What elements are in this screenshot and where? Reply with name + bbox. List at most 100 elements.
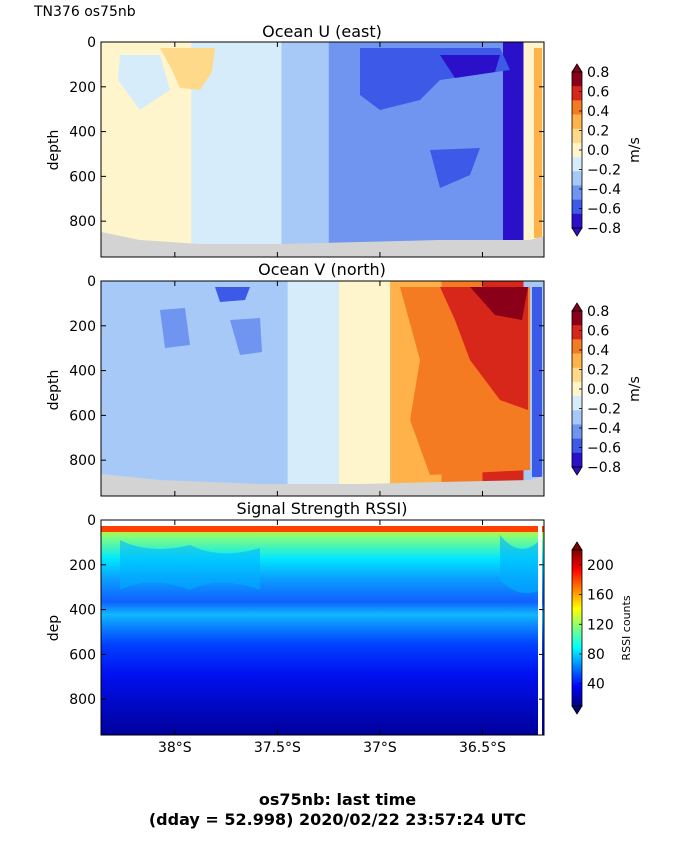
v-patch-blue xyxy=(160,308,190,348)
u-patch-blue-2 xyxy=(430,148,480,188)
u-colorbar-tick-label-2: 0.4 xyxy=(587,104,609,120)
u-patch-deepblue xyxy=(440,55,500,78)
u-colorbar-tick-label-7: −0.6 xyxy=(587,202,621,218)
u-colorbar-tick-label-0: 0.8 xyxy=(587,65,609,81)
rssi-y-axis: 0 200 400 600 800 xyxy=(69,513,544,708)
v-colorbar-tick-label-3: 0.2 xyxy=(587,363,609,379)
rssi-colorbar-gradient xyxy=(572,550,582,706)
u-column-4 xyxy=(502,42,524,257)
u-axes-frame xyxy=(100,41,545,258)
v-colorbar-seg-4 xyxy=(572,367,582,383)
v-colorbar-seg-6 xyxy=(572,396,582,411)
u-colorbar-seg-3 xyxy=(572,114,582,130)
v-bad-data xyxy=(101,474,544,496)
u-colorbar-tick-label-6: −0.4 xyxy=(587,182,621,198)
v-colorbar-tick-label-2: 0.4 xyxy=(587,343,609,359)
rssi-colorbar-tick-label-4: 40 xyxy=(587,677,605,693)
v-colorbar-tick-label-5: −0.2 xyxy=(587,402,621,418)
v-field xyxy=(101,281,544,496)
rssi-ytick-label-0: 0 xyxy=(87,513,96,529)
rssi-xtick-label-3: 36.5°S xyxy=(459,740,506,756)
v-colorbar-tick-label-7: −0.6 xyxy=(587,441,621,457)
u-colorbar-seg-4 xyxy=(572,128,582,144)
footer-line-1: os75nb: last time xyxy=(258,790,417,809)
u-ytick-label-1: 200 xyxy=(69,80,96,96)
rssi-xtick-label-1: 37.5°S xyxy=(254,740,301,756)
u-colorbar-label: m/s xyxy=(627,137,643,163)
rssi-x-axis: 38°S 37.5°S 37°S 36.5°S xyxy=(158,520,506,756)
u-colorbar-tick-label-3: 0.2 xyxy=(587,124,609,140)
u-colorbar-seg-8 xyxy=(572,185,582,200)
v-ylabel: depth xyxy=(46,370,62,411)
rssi-title: Signal Strength RSSI) xyxy=(237,499,408,518)
rssi-ytick-label-2: 400 xyxy=(69,603,96,619)
u-bad-data xyxy=(101,232,544,257)
v-colorbar: 0.8 0.6 0.4 0.2 0.0 −0.2 −0.4 −0.6 −0.8 m/s xyxy=(571,302,643,476)
v-colorbar-seg-10 xyxy=(572,452,582,468)
rssi-colorbar-frame xyxy=(571,549,583,707)
v-x-ticks xyxy=(174,281,483,496)
u-ylabel: depth xyxy=(46,130,62,171)
rssi-east-edge xyxy=(538,526,542,735)
v-colorbar-seg-0 xyxy=(572,311,582,326)
rssi-surface-band xyxy=(101,526,544,532)
v-colorbar-seg-9 xyxy=(572,438,582,454)
rssi-axes-frame xyxy=(100,519,545,736)
u-east-edge xyxy=(534,48,542,238)
u-colorbar-seg-10 xyxy=(572,213,582,229)
v-colorbar-seg-2 xyxy=(572,339,582,354)
rssi-field xyxy=(101,520,544,735)
v-colorbar-tick-label-6: −0.4 xyxy=(587,421,621,437)
rssi-colorbar-tick-label-0: 200 xyxy=(587,558,614,574)
u-colorbar-seg-9 xyxy=(572,199,582,215)
rssi-ytick-label-3: 600 xyxy=(69,647,96,663)
u-x-ticks xyxy=(174,42,483,257)
u-colorbar-tick-label-4: 0.0 xyxy=(587,143,609,159)
rssi-panel: Signal Strength RSSI) 0 200 400 600 800 38°S… xyxy=(46,499,633,756)
u-colorbar-seg-0 xyxy=(572,72,582,87)
v-colorbar-seg-7 xyxy=(572,410,582,425)
v-ytick-label-2: 400 xyxy=(69,364,96,380)
u-colorbar-seg-1 xyxy=(572,86,582,101)
v-east-edge xyxy=(532,287,542,477)
v-patch-blue-3 xyxy=(215,287,250,302)
u-y-axis: 0 200 400 600 800 xyxy=(69,35,544,230)
v-colorbar-tick-label-4: 0.0 xyxy=(587,382,609,398)
v-colorbar-tick-label-0: 0.8 xyxy=(587,304,609,320)
u-patch-light-2 xyxy=(235,205,275,245)
u-colorbar-bottom-arrow xyxy=(571,227,583,237)
rssi-eddy-2 xyxy=(500,535,540,594)
u-colorbar-tick-label-1: 0.6 xyxy=(587,85,609,101)
u-colorbar-seg-6 xyxy=(572,157,582,172)
rssi-colorbar-top-arrow xyxy=(571,541,583,551)
u-colorbar-tick-label-5: −0.2 xyxy=(587,163,621,179)
v-colorbar-label: m/s xyxy=(627,376,643,402)
v-title: Ocean V (north) xyxy=(258,260,386,279)
v-axes-frame xyxy=(100,280,545,497)
u-field xyxy=(101,42,544,257)
u-column-2 xyxy=(281,42,329,257)
rssi-top-gap xyxy=(101,520,544,526)
v-colorbar-seg-8 xyxy=(572,424,582,439)
v-column-2 xyxy=(338,281,391,496)
u-ytick-label-4: 800 xyxy=(69,214,96,230)
rssi-colorbar-tick-label-3: 80 xyxy=(587,647,605,663)
rssi-xtick-label-2: 37°S xyxy=(363,740,397,756)
v-ytick-label-4: 800 xyxy=(69,453,96,469)
v-patch-darkred xyxy=(470,287,528,320)
v-colorbar-tick-label-1: 0.6 xyxy=(587,324,609,340)
u-colorbar-top-arrow xyxy=(571,63,583,73)
v-patch-red xyxy=(440,287,528,410)
u-ytick-label-3: 600 xyxy=(69,169,96,185)
v-colorbar-tick-label-8: −0.8 xyxy=(587,460,621,476)
rssi-ytick-label-4: 800 xyxy=(69,692,96,708)
v-colorbar-top-arrow xyxy=(571,302,583,312)
v-colorbar-seg-1 xyxy=(572,325,582,340)
rssi-colorbar-tick-label-2: 120 xyxy=(587,617,614,633)
v-ytick-label-3: 600 xyxy=(69,408,96,424)
u-colorbar-seg-7 xyxy=(572,171,582,186)
u-ytick-label-2: 400 xyxy=(69,125,96,141)
v-patch-blue-2 xyxy=(230,318,262,355)
